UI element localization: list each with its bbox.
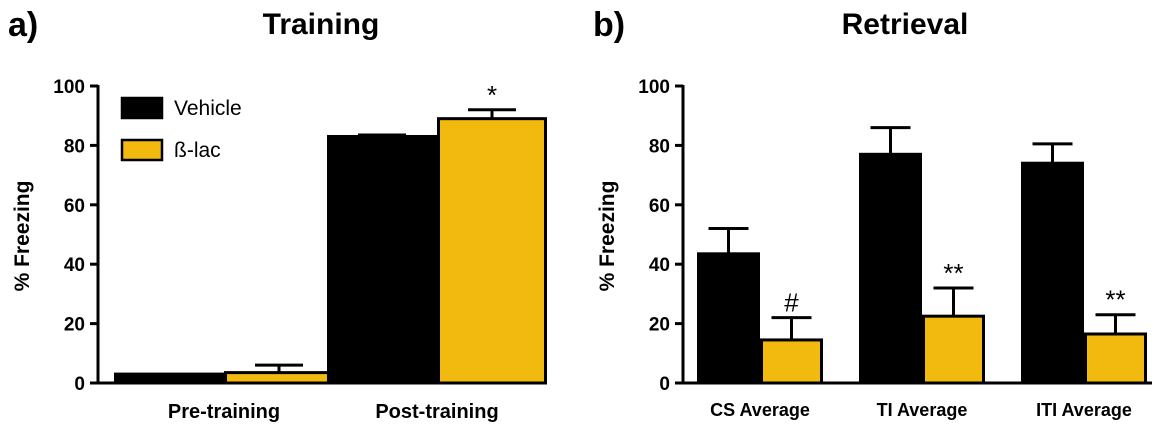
panel-b-significance-marker: # [784,288,799,318]
panel-a-bar-blac [437,117,547,385]
panel-a-significance-marker: * [487,80,497,110]
panel-a-plot: 0 20 40 60 80 100 Pre-training Post-training * Ve… [53,77,547,423]
panel-b-y-tick-label: 60 [649,196,670,217]
panel-b-y-tick-label: 40 [649,255,670,276]
panel-b-bar-vehicle [859,152,922,385]
panel-b-category-label: CS Average [710,400,810,420]
panel-a-legend-swatch [120,96,164,120]
panel-a-y-tick-label: 0 [74,374,85,395]
panel-b-title: Retrieval [842,8,969,41]
panel-a-title: Training [263,8,380,41]
panel-a-bar-vehicle [114,372,224,385]
panel-b-y-tick-label: 0 [659,374,670,395]
panel-a-y-axis-label: % Freezing [11,181,34,292]
panel-a-category-label: Pre-training [168,401,280,423]
panel-b-plot: 0 20 40 60 80 100 CS Average TI Average ITI Aver… [638,77,1152,420]
panel-a-legend-label: Vehicle [174,97,242,120]
panel-b-significance-marker: ** [1105,285,1125,315]
panel-b-category-label: ITI Average [1036,400,1132,420]
panel-b-y-tick-label: 80 [649,136,670,157]
panel-a-y-tick-label: 20 [64,315,85,336]
panel-b-y-axis-label: % Freezing [596,181,619,292]
panel-b-significance-marker: ** [943,258,963,288]
panel-b-letter: b) [593,6,625,44]
panel-a-legend-swatch [120,138,164,162]
panel-a-y-tick-label: 60 [64,196,85,217]
panel-b-category-label: TI Average [877,400,968,420]
panel-b-bar-blac [922,314,985,385]
panel-b-bar-vehicle [697,252,760,385]
panel-b-bar-vehicle [1021,161,1084,385]
panel-a-bar-blac [224,371,334,385]
panel-a-bar-vehicle [327,134,437,385]
panel-b-bar-blac [760,338,823,385]
panel-a-y-tick-label: 40 [64,255,85,276]
panel-a-y-tick-label: 80 [64,136,85,157]
panel-b-y-tick-label: 20 [649,315,670,336]
panel-a-letter: a) [8,6,38,44]
panel-a-category-label: Post-training [375,401,498,423]
panel-b-y-tick-label: 100 [638,77,670,98]
panel-a-y-tick-label: 100 [53,77,85,98]
panel-b-bar-blac [1084,332,1147,385]
panel-a-legend-label: ß-lac [174,139,221,162]
